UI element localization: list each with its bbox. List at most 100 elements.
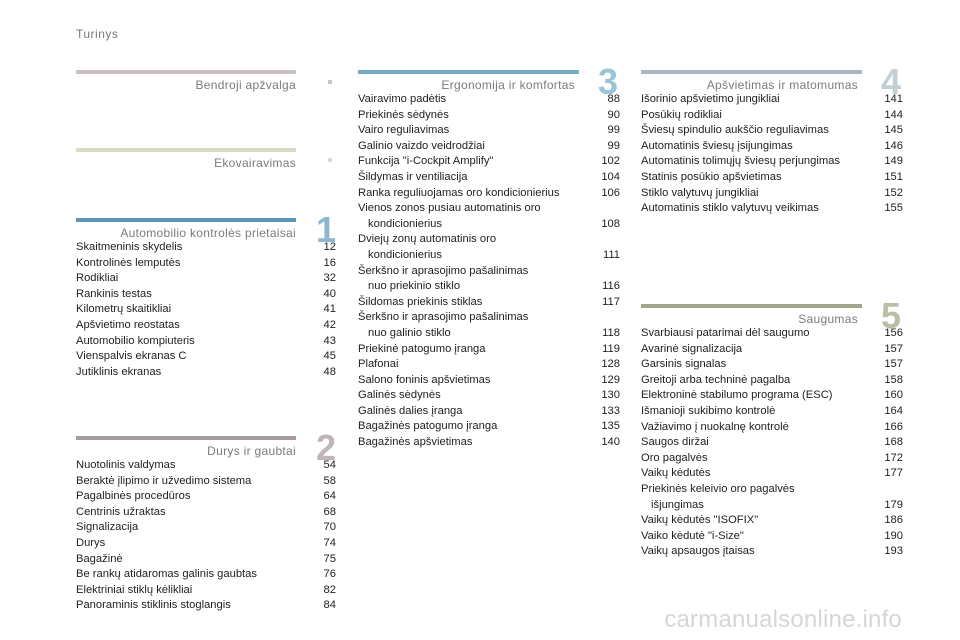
section-bar [641,70,862,74]
toc-entry[interactable]: Durys 74 [76,536,336,552]
toc-entry[interactable]: Saugos diržai 168 [641,435,903,451]
toc-entry[interactable]: Kilometrų skaitikliai 41 [76,302,336,318]
toc-entry-title: Svarbiausi patarimai dėl saugumo [641,327,810,339]
toc-entry[interactable]: Priekinės sėdynės 90 [358,108,620,124]
toc-entry[interactable]: Vairo reguliavimas 99 [358,123,620,139]
section-number: 1 [315,209,336,250]
toc-entry[interactable]: Statinis posūkio apšvietimas 151 [641,170,903,186]
toc-entry-page: 90 [607,108,620,121]
toc-entry[interactable]: Skaitmeninis skydelis 12 [76,240,336,256]
toc-entry-page: 119 [602,342,620,355]
toc-entry[interactable]: Posūkių rodikliai 144 [641,108,903,124]
toc-entry[interactable]: Stiklo valytuvų jungikliai 152 [641,186,903,202]
toc-entry[interactable]: Elektriniai stiklų kėlikliai 82 [76,583,336,599]
toc-entry[interactable]: Salono foninis apšvietimas 129 [358,373,620,389]
toc-entry-title: Šildomas priekinis stiklas [358,295,483,308]
toc-entry[interactable]: Išmanioji sukibimo kontrolė 164 [641,404,903,420]
toc-entry[interactable]: Šildymas ir ventiliacija 104 [358,170,620,186]
toc-entry-page: 16 [323,256,336,269]
toc-entry[interactable]: Bagažinės patogumo įranga 135 [358,419,620,435]
toc-entry[interactable]: Šerkšno ir aprasojimo pašalinimas nuo gal… [358,310,620,341]
toc-entry[interactable]: Galinio vaizdo veidrodžiai 99 [358,139,620,155]
toc-entry[interactable]: Priekinės keleivio oro pagalvės išjungima… [641,482,903,513]
toc-entry[interactable]: Jutiklinis ekranas 48 [76,365,336,381]
toc-entry[interactable]: Rodikliai 32 [76,271,336,287]
toc-entry[interactable]: Oro pagalvės 172 [641,451,903,467]
toc-entry[interactable]: Bagažinės apšvietimas 140 [358,435,620,451]
page-label: Turinys [76,27,119,41]
toc-entry-title: Kilometrų skaitikliai [76,303,172,316]
toc-entry-title: Galinės dalies įranga [358,404,463,417]
toc-entry[interactable]: Panoraminis stiklinis stoglangis 84 [76,598,336,614]
toc-entry[interactable]: Dviejų zonų automatinis oro kondicionieri… [358,232,620,263]
toc-entry[interactable]: Vienos zonos pusiau automatinis oro kondi… [358,201,620,232]
toc-entry-page: 158 [884,373,903,386]
toc-entry-title: Rankinis testas [76,287,152,300]
toc-entry[interactable]: Vairavimo padėtis 88 [358,92,620,108]
toc-entry[interactable]: Vienspalvis ekranas C 45 [76,349,336,365]
toc-entry-title: Šviesų spindulio aukščio reguliavimas [641,124,829,137]
toc-entry-title: Vaikų kėdutės [641,467,711,480]
toc-entry-page: 151 [884,170,903,183]
toc-entry[interactable]: Priekinė patogumo įranga 119 [358,342,620,358]
toc-entry[interactable]: Šildomas priekinis stiklas 117 [358,295,620,311]
toc-entry[interactable]: Funkcija "i-Cockpit Amplify" 102 [358,154,620,170]
toc-entry[interactable]: Galinės sėdynės 130 [358,388,620,404]
entry-list: Svarbiausi patarimai dėl saugumo 156 Avari… [641,326,903,560]
toc-entry[interactable]: Be rankų atidaromas galinis gaubtas 76 [76,567,336,583]
toc-entry[interactable]: Garsinis signalas 157 [641,357,903,373]
toc-entry-page: 129 [601,373,620,386]
toc-entry[interactable]: Beraktė įlipimo ir užvedimo sistema 58 [76,474,336,490]
toc-entry[interactable]: Išorinio apšvietimo jungikliai 141 [641,92,903,108]
toc-entry[interactable]: Vaikų kėdutės "ISOFIX" 186 [641,513,903,529]
toc-entry[interactable]: Kontrolinės lemputės 16 [76,256,336,272]
toc-entry-title: Bagažinė [76,552,123,565]
toc-entry[interactable]: Centrinis užraktas 68 [76,505,336,521]
toc-entry-page: 149 [884,155,903,168]
toc-entry-page: 102 [601,155,620,168]
toc-entry-page: 160 [884,389,903,402]
entry-list: Išorinio apšvietimo jungikliai 141 Posūkių… [641,92,903,217]
toc-entry[interactable]: Greitoji arba techninė pagalba 158 [641,373,903,389]
toc-entry[interactable]: Bagažinė 75 [76,552,336,568]
toc-entry[interactable]: Apšvietimo reostatas 42 [76,318,336,334]
toc-entry-page: 43 [323,334,336,347]
toc-entry[interactable]: Plafonai 128 [358,357,620,373]
section-title: Saugumas [798,312,858,326]
toc-entry-title: Skaitmeninis skydelis [76,241,183,253]
toc-entry-title: Vairo reguliavimas [358,124,450,137]
toc-entry[interactable]: Galinės dalies įranga 133 [358,404,620,420]
toc-entry-page: 111 [602,248,620,261]
toc-entry[interactable]: Svarbiausi patarimai dėl saugumo 156 [641,326,903,342]
toc-entry-page: 157 [884,358,903,371]
toc-entry-title: Galinės sėdynės [358,389,441,402]
toc-entry-page: 12 [323,241,336,253]
toc-entry[interactable]: Pagalbinės procedūros 64 [76,489,336,505]
section-title: Automobilio kontrolės prietaisai [120,226,296,240]
toc-entry[interactable]: Ranka reguliuojamas oro kondicionierius 1… [358,186,620,202]
toc-entry-page: 54 [323,459,336,471]
toc-entry[interactable]: Automobilio kompiuteris 43 [76,334,336,350]
toc-entry[interactable]: Vaikų apsaugos įtaisas 193 [641,544,903,560]
toc-entry-title: Priekinės keleivio oro pagalvės išjungima… [641,482,867,513]
toc-entry[interactable]: Rankinis testas 40 [76,287,336,303]
toc-entry-page: 144 [884,108,903,121]
toc-entry[interactable]: Šerkšno ir aprasojimo pašalinimas nuo pri… [358,264,620,295]
toc-entry-title: Signalizacija [76,521,139,534]
section-bar [76,70,296,74]
toc-entry[interactable]: Automatinis tolimųjų šviesų perjungimas 1… [641,154,903,170]
toc-entry[interactable]: Automatinis stiklo valytuvų veikimas 155 [641,201,903,217]
toc-entry[interactable]: Nuotolinis valdymas 54 [76,458,336,474]
toc-entry[interactable]: Signalizacija 70 [76,520,336,536]
watermark: carmanualsonline.info [664,606,902,633]
toc-entry[interactable]: Avarinė signalizacija 157 [641,342,903,358]
toc-entry-page: 145 [884,124,903,137]
toc-entry[interactable]: Šviesų spindulio aukščio reguliavimas 145 [641,123,903,139]
toc-entry[interactable]: Elektroninė stabilumo programa (ESC) 160 [641,388,903,404]
toc-entry-title: Vienos zonos pusiau automatinis oro kondi… [358,201,584,232]
toc-entry[interactable]: Vaikų kėdutės 177 [641,466,903,482]
toc-entry[interactable]: Automatinis šviesų įsijungimas 146 [641,139,903,155]
toc-entry[interactable]: Važiavimo į nuokalnę kontrolė 166 [641,420,903,436]
toc-entry[interactable]: Vaiko kėdutė "i-Size" 190 [641,529,903,545]
toc-entry-title: Salono foninis apšvietimas [358,373,491,386]
